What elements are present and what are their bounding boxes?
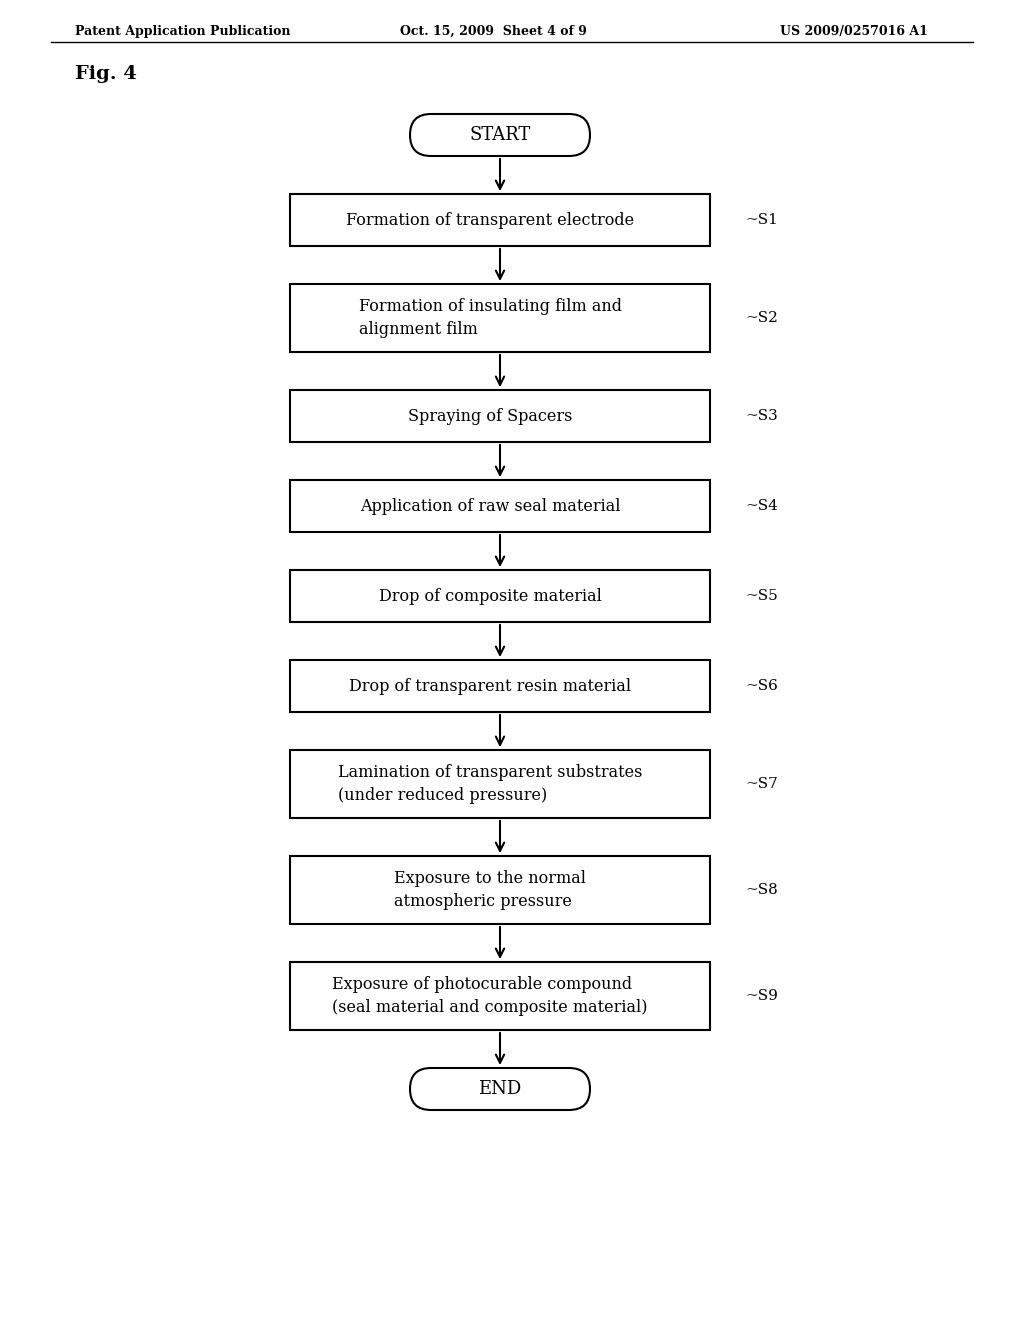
Text: ~S5: ~S5 [745, 589, 778, 603]
Text: ~S4: ~S4 [745, 499, 778, 513]
Text: Formation of transparent electrode: Formation of transparent electrode [346, 211, 634, 228]
Text: Spraying of Spacers: Spraying of Spacers [408, 408, 572, 425]
Text: ~S8: ~S8 [745, 883, 778, 898]
Text: Application of raw seal material: Application of raw seal material [359, 498, 621, 515]
Bar [290, 284, 710, 352]
Text: Drop of transparent resin material: Drop of transparent resin material [349, 677, 631, 694]
Text: Formation of insulating film and
alignment film: Formation of insulating film and alignme… [358, 298, 622, 338]
Bar [290, 570, 710, 622]
Text: END: END [478, 1080, 521, 1098]
Text: Drop of composite material: Drop of composite material [379, 587, 601, 605]
Bar [290, 660, 710, 711]
Text: START: START [469, 125, 530, 144]
Bar [290, 750, 710, 818]
FancyBboxPatch shape [410, 1068, 590, 1110]
Text: Oct. 15, 2009  Sheet 4 of 9: Oct. 15, 2009 Sheet 4 of 9 [400, 25, 587, 38]
Bar [290, 855, 710, 924]
Bar [290, 480, 710, 532]
FancyBboxPatch shape [410, 114, 590, 156]
Text: Exposure of photocurable compound
(seal material and composite material): Exposure of photocurable compound (seal … [332, 977, 648, 1015]
Text: US 2009/0257016 A1: US 2009/0257016 A1 [780, 25, 928, 38]
Text: Exposure to the normal
atmospheric pressure: Exposure to the normal atmospheric press… [394, 870, 586, 909]
Text: ~S9: ~S9 [745, 989, 778, 1003]
Bar [290, 194, 710, 246]
Text: ~S7: ~S7 [745, 777, 778, 791]
Text: Patent Application Publication: Patent Application Publication [75, 25, 291, 38]
Bar [290, 962, 710, 1030]
Bar [290, 389, 710, 442]
Text: ~S3: ~S3 [745, 409, 778, 422]
Text: ~S6: ~S6 [745, 678, 778, 693]
Text: Lamination of transparent substrates
(under reduced pressure): Lamination of transparent substrates (un… [338, 764, 642, 804]
Text: ~S1: ~S1 [745, 213, 778, 227]
Text: ~S2: ~S2 [745, 312, 778, 325]
Text: Fig. 4: Fig. 4 [75, 65, 137, 83]
